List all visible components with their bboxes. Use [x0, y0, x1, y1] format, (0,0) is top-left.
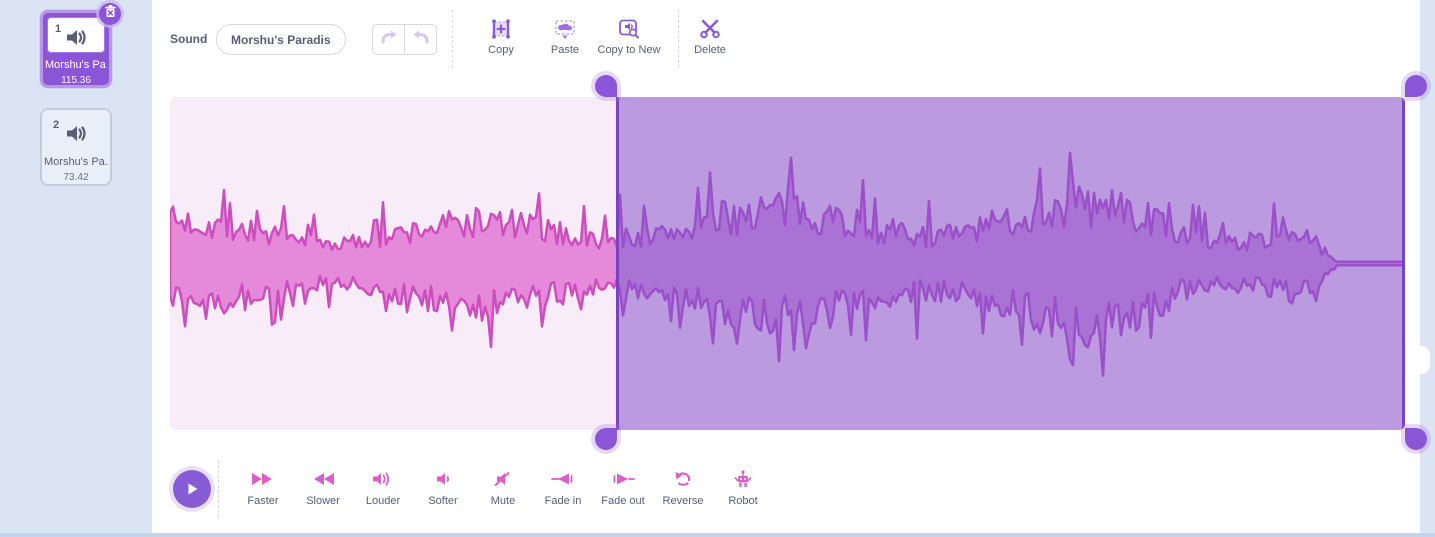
sound-name: Morshu's Pa...	[44, 156, 108, 168]
slower-icon	[310, 468, 336, 490]
waveform-clip	[170, 97, 1405, 430]
sound-duration: 115.36	[61, 75, 91, 86]
paste-button[interactable]: Paste	[530, 18, 600, 56]
delete-label: Delete	[694, 44, 726, 56]
effect-reverse[interactable]: Reverse	[653, 468, 713, 507]
reverse-icon	[672, 468, 694, 490]
play-button[interactable]	[169, 466, 215, 512]
effect-mute[interactable]: Mute	[473, 468, 533, 507]
speaker-icon	[64, 27, 88, 54]
paste-label: Paste	[550, 44, 580, 56]
effect-fade-in[interactable]: Fade in	[533, 468, 593, 507]
effect-softer[interactable]: Softer	[413, 468, 473, 507]
sound-index: 2	[53, 119, 60, 131]
right-gutter	[1420, 0, 1435, 537]
play-icon	[173, 470, 211, 508]
faster-icon	[250, 468, 276, 490]
sound-duration: 73.42	[63, 172, 89, 183]
selection-handle-top-right[interactable]	[1405, 75, 1427, 97]
sound-name-input[interactable]	[216, 24, 346, 55]
toolbar-divider	[452, 10, 453, 68]
speaker-icon	[64, 123, 88, 150]
panel-resize-handle[interactable]	[1416, 346, 1430, 374]
selection-handle-top-left[interactable]	[595, 75, 617, 97]
louder-icon	[370, 468, 396, 490]
copy-label: Copy	[488, 44, 514, 56]
fade-out-icon	[610, 468, 636, 490]
effects-divider	[218, 460, 219, 518]
undo-button[interactable]	[373, 25, 404, 54]
effect-robot[interactable]: Robot	[713, 468, 773, 507]
delete-button[interactable]: Delete	[675, 18, 745, 56]
sound-name: Morshu's Pa...	[45, 59, 107, 71]
sound-thumbnail: 1	[47, 17, 105, 53]
trash-icon	[104, 5, 117, 23]
effects-bar: Faster Slower Louder	[233, 468, 773, 507]
copy-icon	[490, 18, 512, 40]
selection-right-edge[interactable]	[1402, 97, 1405, 430]
copy-to-new-icon	[617, 18, 641, 40]
selection-left-edge[interactable]	[616, 97, 619, 430]
waveform	[170, 151, 1405, 377]
paste-icon	[553, 18, 577, 40]
effect-faster[interactable]: Faster	[233, 468, 293, 507]
fade-in-icon	[550, 468, 576, 490]
selection-handle-bottom-left[interactable]	[595, 428, 617, 450]
mute-icon	[490, 468, 516, 490]
sound-item-2[interactable]: 2 Morshu's Pa... 73.42	[40, 108, 112, 186]
bottom-edge	[0, 533, 1435, 537]
copy-to-new-label: Copy to New	[597, 44, 661, 56]
sound-thumbnail: 2	[46, 114, 106, 150]
effect-slower[interactable]: Slower	[293, 468, 353, 507]
robot-icon	[733, 468, 753, 490]
sounds-sidebar: 1 Morshu's Pa... 115.36	[0, 0, 152, 533]
effect-louder[interactable]: Louder	[353, 468, 413, 507]
delete-sound-button[interactable]	[99, 3, 121, 25]
waveform-canvas[interactable]	[170, 75, 1427, 450]
undo-icon	[378, 29, 400, 50]
sound-item-1[interactable]: 1 Morshu's Pa... 115.36	[40, 10, 112, 88]
selection-handle-bottom-right[interactable]	[1405, 428, 1427, 450]
redo-button[interactable]	[404, 25, 436, 54]
copy-to-new-button[interactable]: Copy to New	[594, 18, 664, 56]
softer-icon	[430, 468, 456, 490]
sound-index: 1	[55, 23, 62, 35]
undo-redo-group	[372, 24, 437, 55]
copy-button[interactable]: Copy	[466, 18, 536, 56]
sound-field-label: Sound	[170, 32, 208, 46]
effect-fade-out[interactable]: Fade out	[593, 468, 653, 507]
toolbar-divider	[678, 10, 679, 68]
redo-icon	[410, 29, 432, 50]
scissors-icon	[698, 18, 722, 40]
